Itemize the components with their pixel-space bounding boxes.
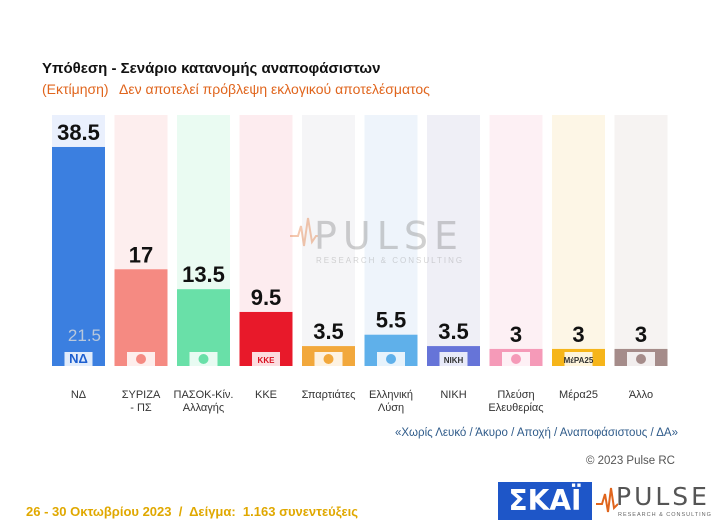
column-background (614, 115, 668, 366)
value-label: 3.5 (313, 319, 344, 344)
pulse-logo-tagline: RESEARCH & CONSULTING (618, 512, 712, 518)
pulse-logo-wave-icon (596, 487, 618, 513)
watermark-brand: PULSE (314, 214, 465, 258)
value-label: 3.5 (438, 319, 469, 344)
party-logo-mark (386, 354, 396, 364)
value-label: 3 (572, 322, 584, 347)
category-label: Πλεύση (497, 389, 534, 401)
category-label: ΝΔ (71, 389, 87, 401)
party-logo-icon (252, 352, 280, 366)
party-logo-mark (636, 354, 646, 364)
bar-chart: 38.5 ΝΔ ΝΔ 17 ΣΥΡΙΖΑ- ΠΣ 13.5 ΠΑΣΟΚ-Κίν.Αλλαγή… (52, 115, 668, 414)
copyright: © 2023 Pulse RC (585, 455, 675, 467)
category-label: Λύση (378, 402, 404, 414)
chart-subtitle-right: Δεν αποτελεί πρόβλεψη εκλογικού αποτελέσ… (119, 81, 430, 97)
category-label: Ελευθερίας (488, 402, 543, 414)
watermark-tagline: RESEARCH & CONSULTING (316, 256, 465, 265)
value-label: 38.5 (57, 120, 100, 145)
column-background (427, 115, 480, 366)
party-logo-mark (136, 354, 146, 364)
value-label: 5.5 (376, 308, 407, 333)
category-label: Αλλαγής (183, 402, 224, 414)
value-label: 9.5 (251, 285, 282, 310)
party-logo-mark (323, 354, 334, 364)
category-label: Άλλο (629, 389, 653, 401)
party-logo-icon (564, 352, 593, 366)
chart-title: Υπόθεση - Σενάριο κατανομής αναποφάσιστω… (42, 60, 381, 77)
category-label: ΝΙΚΗ (440, 389, 466, 401)
party-logo-text: ΝΔ (69, 351, 88, 366)
skai-logo: ΣΚΑΪ (498, 482, 592, 520)
exclusion-note: «Χωρίς Λευκό / Άκυρο / Αποχή / Αναποφάσι… (394, 427, 678, 439)
category-label: ΚΚΕ (255, 389, 277, 401)
party-logo-icon (64, 352, 93, 366)
party-logo-text: ΝΙΚΗ (444, 356, 464, 365)
party-logo-text: ΜέΡΑ25 (564, 356, 594, 365)
pulse-logo: PULSE RESEARCH & CONSULTING (596, 480, 711, 524)
party-logo-icon (439, 352, 468, 366)
column-background (302, 115, 355, 366)
value-label: 13.5 (182, 262, 225, 287)
bar (114, 269, 168, 366)
pulse-watermark: PULSE RESEARCH & CONSULTING (290, 212, 462, 265)
bar (52, 146, 105, 366)
value-label: 17 (129, 242, 153, 267)
category-label: Σπαρτιάτες (302, 389, 356, 401)
party-logo-mark (198, 354, 209, 364)
fieldwork-info: 26 - 30 Οκτωβρίου 2023 / Δείγμα: 1.163 σ… (26, 504, 359, 519)
pulse-wave-icon (290, 217, 320, 247)
party-logo-mark (511, 354, 521, 364)
category-label: - ΠΣ (130, 402, 152, 414)
party-logo-text: ΚΚΕ (258, 356, 276, 365)
pulse-logo-text: PULSE (616, 482, 710, 511)
value-label: 3 (635, 322, 647, 347)
category-label: Ελληνική (369, 389, 413, 401)
category-label: ΠΑΣΟΚ-Κίν. (174, 389, 234, 401)
value-label: 3 (510, 322, 522, 347)
category-label: ΣΥΡΙΖΑ (122, 389, 161, 401)
column-background (364, 115, 418, 366)
chart-subtitle-left: (Εκτίμηση) (42, 81, 109, 97)
category-label: Μέρα25 (559, 389, 598, 401)
previous-value-annotation: 21.5 (68, 326, 101, 345)
column-background (489, 115, 543, 366)
column-background (552, 115, 605, 366)
